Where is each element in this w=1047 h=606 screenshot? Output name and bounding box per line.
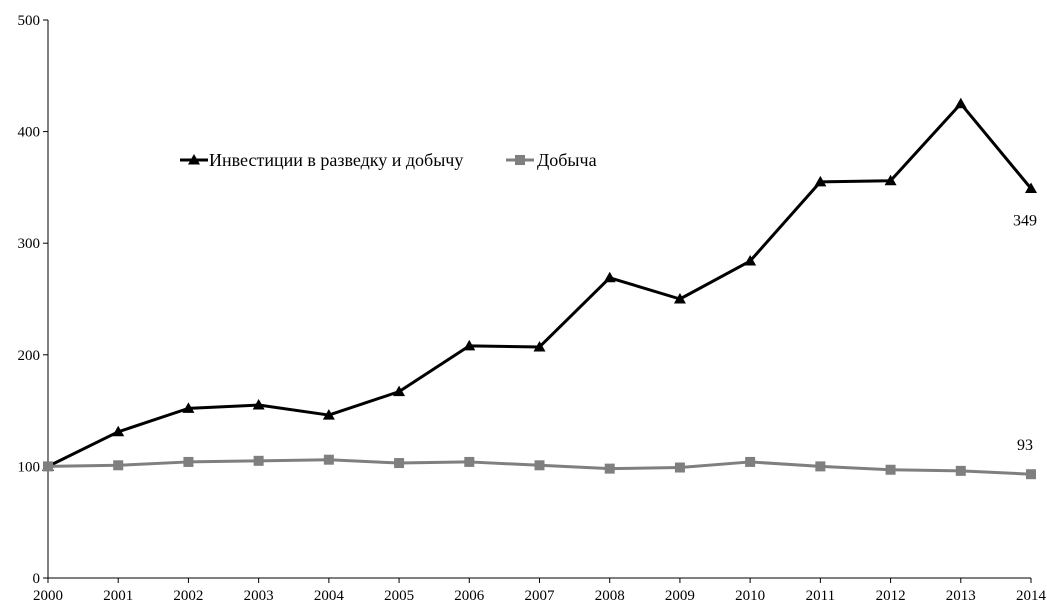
x-tick-label: 2012	[876, 588, 906, 604]
data-point	[884, 174, 897, 186]
x-tick-label: 2013	[946, 588, 976, 604]
data-point	[534, 460, 545, 471]
x-tick-label: 2014	[1016, 588, 1047, 604]
data-point	[815, 461, 826, 472]
x-tick-label: 2002	[173, 588, 203, 604]
x-axis: 2000 2001 2002 2003 2004 2005 2006 2007 2008 2009…	[33, 577, 1047, 604]
data-point	[183, 456, 194, 467]
legend-label: Добыча	[537, 150, 597, 170]
data-point	[885, 464, 896, 475]
data-label: 93	[1017, 437, 1033, 454]
annotation-layer: 349 93	[1013, 213, 1037, 455]
y-tick-label: 0	[33, 571, 41, 587]
series-layer	[42, 97, 1037, 480]
square-marker-icon	[515, 155, 525, 165]
x-tick-label: 2005	[384, 588, 414, 604]
data-point	[464, 456, 475, 467]
data-point	[112, 425, 125, 437]
legend-item: Добыча	[506, 150, 597, 170]
y-tick-label: 500	[18, 13, 41, 29]
x-tick-label: 2010	[735, 588, 765, 604]
data-point	[463, 339, 476, 351]
data-point	[533, 340, 546, 352]
series-production	[43, 454, 1036, 480]
data-point	[394, 458, 405, 469]
triangle-marker-icon	[188, 154, 200, 165]
data-point	[253, 455, 264, 466]
x-tick-label: 2001	[103, 588, 133, 604]
y-tick-label: 100	[18, 459, 41, 475]
x-ticks: 2000 2001 2002 2003 2004 2005 2006 2007 2008 2009…	[33, 578, 1047, 604]
data-point	[182, 402, 195, 413]
y-tick-label: 200	[18, 348, 41, 364]
data-point	[745, 456, 756, 467]
data-point	[955, 465, 966, 476]
data-point	[43, 461, 53, 472]
y-tick-label: 300	[18, 236, 41, 252]
data-point	[604, 463, 615, 474]
data-point	[252, 399, 265, 410]
data-point	[673, 293, 686, 304]
data-point	[814, 175, 827, 187]
data-point	[744, 255, 757, 266]
legend-item: Инвестиции в разведку и добычу	[180, 150, 463, 170]
x-tick-label: 2008	[595, 588, 625, 604]
data-point	[1025, 182, 1037, 194]
data-point	[954, 97, 967, 109]
data-point	[393, 385, 406, 397]
y-tick-label: 400	[18, 125, 41, 141]
data-label: 349	[1013, 213, 1037, 230]
x-tick-label: 2009	[665, 588, 695, 604]
data-point	[113, 460, 124, 471]
x-tick-label: 2011	[806, 588, 835, 604]
x-tick-label: 2006	[454, 588, 485, 604]
data-point	[603, 271, 616, 283]
x-tick-label: 2000	[33, 588, 63, 604]
data-point	[323, 454, 334, 465]
y-axis: 0 100 200 300 400 500	[18, 13, 49, 587]
x-tick-label: 2007	[525, 588, 556, 604]
x-tick-label: 2003	[244, 588, 274, 604]
legend: Инвестиции в разведку и добычу Добыча	[180, 150, 597, 170]
data-point	[674, 462, 685, 473]
data-point	[1026, 469, 1036, 480]
data-point	[322, 409, 335, 420]
legend-label: Инвестиции в разведку и добычу	[209, 150, 463, 170]
y-ticks: 0 100 200 300 400 500	[18, 13, 48, 587]
x-tick-label: 2004	[314, 588, 345, 604]
